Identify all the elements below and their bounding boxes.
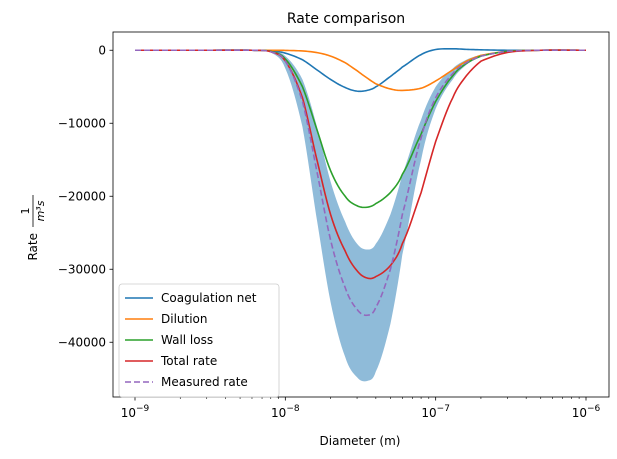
measured-rate-uncertainty-band <box>135 50 586 382</box>
x-axis: 10−9 10−8 10−7 10−6 <box>121 397 601 420</box>
y-axis-unit-denominator: m³s <box>34 200 47 221</box>
y-axis: 0 −10000 −20000 −30000 −40000 <box>58 43 113 349</box>
x-tick-label-1: 10−8 <box>271 404 300 420</box>
legend-label-1: Dilution <box>161 312 208 326</box>
y-tick-label-2: −20000 <box>58 189 106 203</box>
y-tick-label-4: −40000 <box>58 335 106 349</box>
legend-label-4: Measured rate <box>161 375 248 389</box>
plot-frame <box>112 31 610 398</box>
y-axis-unit-numerator: 1 <box>19 208 32 215</box>
x-tick-label-3: 10−6 <box>572 404 601 420</box>
y-tick-label-1: −10000 <box>58 116 106 130</box>
y-tick-label-3: −30000 <box>58 262 106 276</box>
chart-title: Rate comparison <box>287 11 405 27</box>
legend-box <box>118 283 280 398</box>
legend-label-3: Total rate <box>160 354 217 368</box>
y-axis-title: Rate 1 m³s <box>19 195 47 261</box>
x-tick-label-0: 10−9 <box>121 404 150 420</box>
series-line-1 <box>135 49 587 92</box>
series-line-4 <box>135 49 587 317</box>
plot-area <box>135 47 587 382</box>
x-tick-label-2: 10−7 <box>421 404 450 420</box>
legend-label-0: Coagulation net <box>161 291 257 305</box>
series-line-3 <box>135 49 587 280</box>
y-tick-label-0: 0 <box>98 43 106 57</box>
series-line-0 <box>135 47 586 93</box>
y-axis-title-text: Rate <box>26 233 40 261</box>
x-axis-title: Diameter (m) <box>320 434 401 448</box>
legend: Coagulation net Dilution Wall loss Total ra… <box>118 283 280 398</box>
legend-label-2: Wall loss <box>161 333 213 347</box>
